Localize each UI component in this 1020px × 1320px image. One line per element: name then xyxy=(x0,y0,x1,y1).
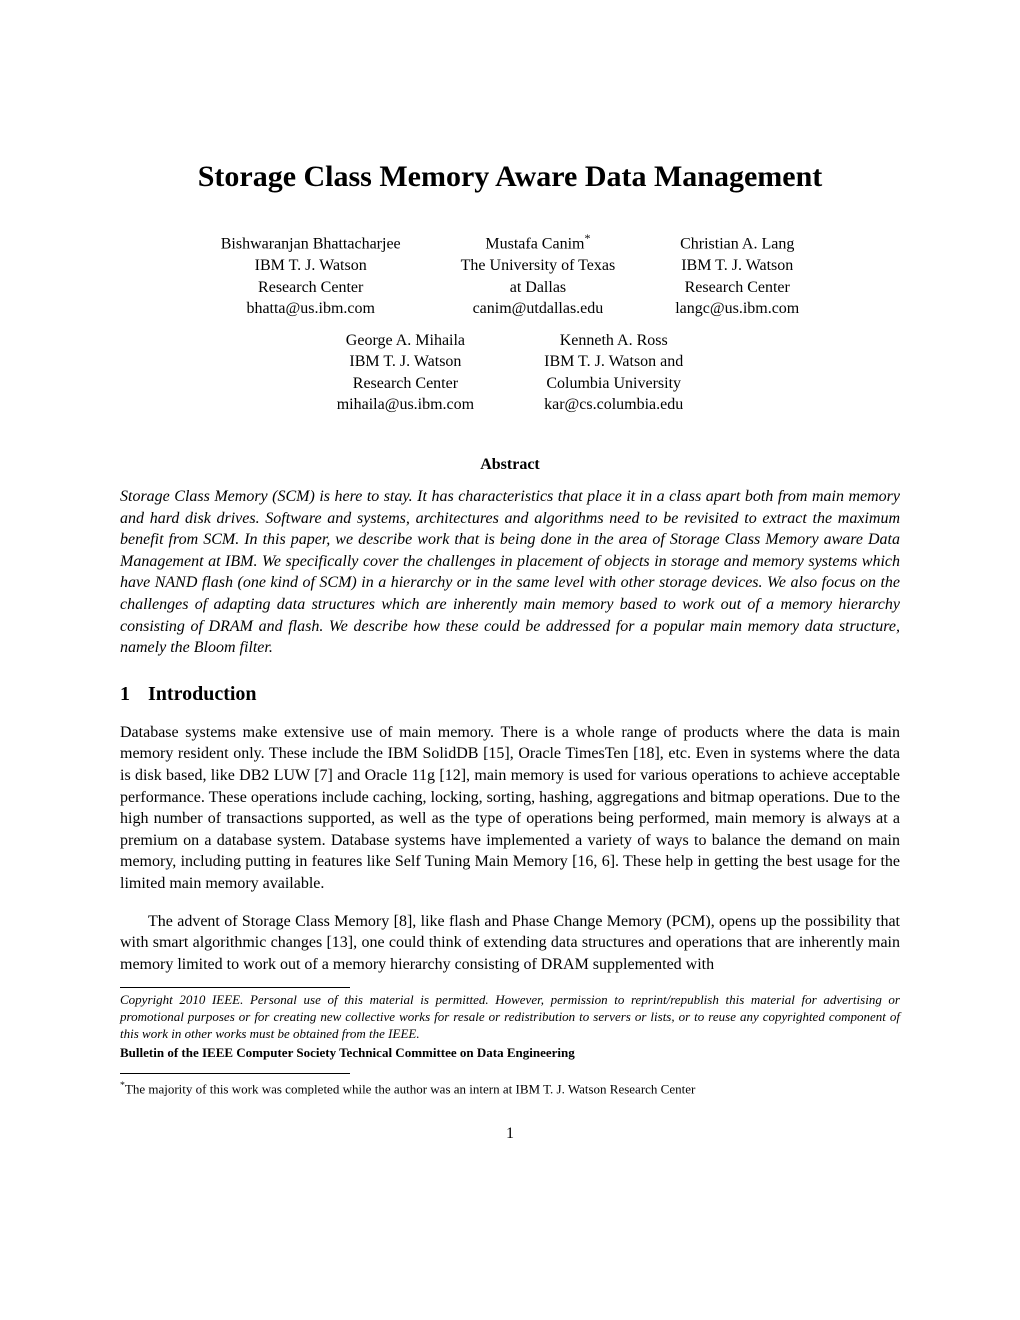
section-heading-1: 1 Introduction xyxy=(120,683,900,706)
author-email: langc@us.ibm.com xyxy=(675,298,799,320)
body-paragraph-2: The advent of Storage Class Memory [8], … xyxy=(120,911,900,976)
author-affil-line2: Columbia University xyxy=(544,373,683,395)
author-block-4: George A. Mihaila IBM T. J. Watson Resea… xyxy=(337,330,474,416)
author-email: mihaila@us.ibm.com xyxy=(337,394,474,416)
paper-title: Storage Class Memory Aware Data Manageme… xyxy=(120,160,900,194)
author-name: Kenneth A. Ross xyxy=(544,330,683,352)
page-number: 1 xyxy=(120,1125,900,1143)
footnote-author: *The majority of this work was completed… xyxy=(120,1080,900,1097)
section-title: Introduction xyxy=(148,683,257,705)
footnote-copyright: Copyright 2010 IEEE. Personal use of thi… xyxy=(120,992,900,1043)
page-container: Storage Class Memory Aware Data Manageme… xyxy=(0,0,1020,1203)
author-affil-line1: IBM T. J. Watson xyxy=(221,255,401,277)
author-email: kar@cs.columbia.edu xyxy=(544,394,683,416)
footnote-separator-1 xyxy=(120,987,350,988)
author-affil-line2: at Dallas xyxy=(461,277,616,299)
author-name: Mustafa Canim* xyxy=(461,230,616,255)
author-email: bhatta@us.ibm.com xyxy=(221,298,401,320)
footnote-separator-2 xyxy=(120,1073,350,1074)
footnote-bulletin: Bulletin of the IEEE Computer Society Te… xyxy=(120,1045,900,1061)
author-block-3: Christian A. Lang IBM T. J. Watson Resea… xyxy=(675,230,799,320)
authors-row-1: Bishwaranjan Bhattacharjee IBM T. J. Wat… xyxy=(120,230,900,320)
author-block-1: Bishwaranjan Bhattacharjee IBM T. J. Wat… xyxy=(221,230,401,320)
author-affil-line1: The University of Texas xyxy=(461,255,616,277)
abstract-text: Storage Class Memory (SCM) is here to st… xyxy=(120,486,900,659)
abstract-heading: Abstract xyxy=(120,456,900,474)
author-affil-line2: Research Center xyxy=(221,277,401,299)
author-name: Christian A. Lang xyxy=(675,230,799,255)
footnote-author-text: The majority of this work was completed … xyxy=(125,1081,695,1096)
author-name: Bishwaranjan Bhattacharjee xyxy=(221,230,401,255)
author-affil-line1: IBM T. J. Watson xyxy=(675,255,799,277)
author-affil-line2: Research Center xyxy=(675,277,799,299)
author-block-2: Mustafa Canim* The University of Texas a… xyxy=(461,230,616,320)
author-affil-line1: IBM T. J. Watson xyxy=(337,351,474,373)
author-name: George A. Mihaila xyxy=(337,330,474,352)
author-affil-line1: IBM T. J. Watson and xyxy=(544,351,683,373)
section-number: 1 xyxy=(120,683,130,706)
body-paragraph-1: Database systems make extensive use of m… xyxy=(120,722,900,895)
author-block-5: Kenneth A. Ross IBM T. J. Watson and Col… xyxy=(544,330,683,416)
author-affil-line2: Research Center xyxy=(337,373,474,395)
author-email: canim@utdallas.edu xyxy=(461,298,616,320)
authors-row-2: George A. Mihaila IBM T. J. Watson Resea… xyxy=(120,330,900,416)
